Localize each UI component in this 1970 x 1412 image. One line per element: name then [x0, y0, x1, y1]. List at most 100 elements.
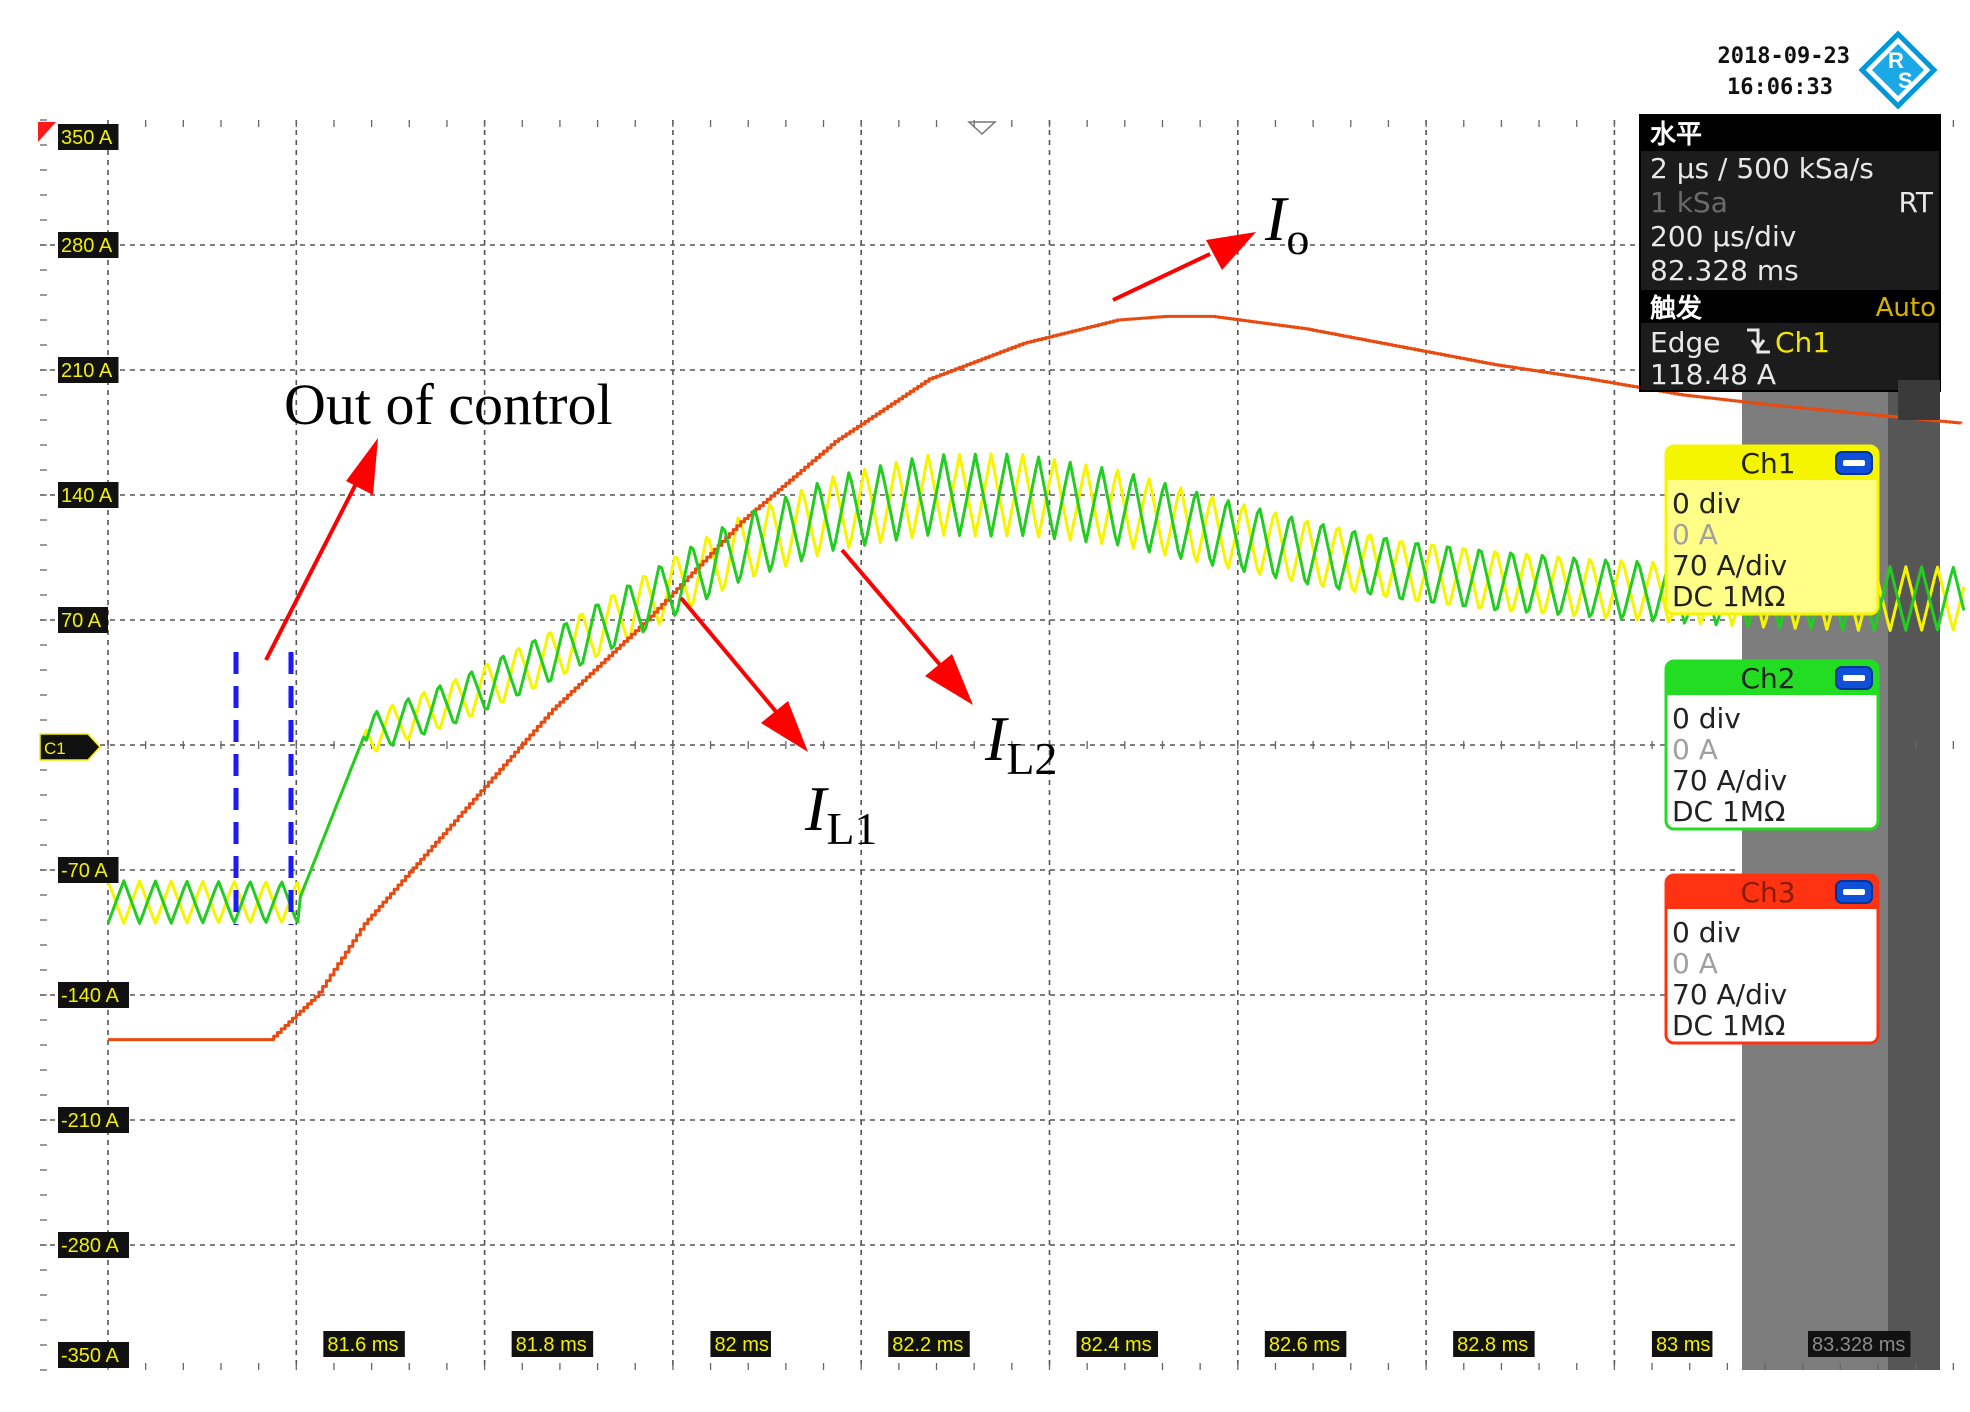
svg-text:82.8 ms: 82.8 ms [1457, 1334, 1528, 1356]
svg-text:81.8 ms: 81.8 ms [516, 1334, 587, 1356]
channel-1-zero-marker[interactable]: C1 [39, 733, 102, 761]
channel-coupling: DC 1MΩ [1672, 795, 1785, 828]
trigger-title: 触发 [1650, 293, 1702, 324]
y-tick-label: -140 A [58, 982, 129, 1008]
waveform-traces [106, 314, 1966, 1042]
svg-text:S: S [1898, 68, 1913, 93]
svg-text:82.2 ms: 82.2 ms [892, 1334, 963, 1356]
channel-coupling: DC 1MΩ [1672, 580, 1785, 613]
trigger-mode-text: Auto [1876, 293, 1936, 323]
trigger-source-text: Ch1 [1775, 326, 1830, 359]
svg-text:82.6 ms: 82.6 ms [1269, 1334, 1340, 1356]
channel-marker-label: C1 [44, 739, 66, 758]
x-tick-label: 82.6 ms [1264, 1331, 1347, 1357]
x-tick-label: 81.6 ms [323, 1331, 405, 1357]
arrow-il2 [840, 548, 973, 705]
y-tick-label: 70 A [58, 607, 108, 633]
trigger-type-text: Edge [1650, 326, 1720, 359]
trace-ch1 [106, 452, 1966, 925]
minimize-icon[interactable] [1835, 666, 1873, 690]
channel-scale: 70 A/div [1672, 978, 1787, 1011]
svg-text:82.4 ms: 82.4 ms [1081, 1334, 1152, 1356]
svg-text:-210 A: -210 A [61, 1110, 119, 1132]
x-tick-label: 82.4 ms [1076, 1331, 1159, 1357]
rs-logo-icon: R S [1858, 30, 1938, 110]
channel-scale: 70 A/div [1672, 764, 1787, 797]
y-tick-label: -350 A [58, 1342, 129, 1368]
minor-ticks [40, 119, 1954, 1371]
svg-text:210 A: 210 A [61, 360, 113, 382]
x-tick-label: 81.8 ms [511, 1331, 594, 1357]
arrow-out-of-control [264, 438, 378, 661]
svg-text:-140 A: -140 A [61, 985, 119, 1007]
date-text: 2018-09-23 [1718, 44, 1850, 69]
y-tick-label: 210 A [58, 357, 119, 383]
svg-text:83.328 ms: 83.328 ms [1812, 1334, 1905, 1356]
y-tick-label: 140 A [58, 482, 119, 508]
x-tick-label: 83 ms [1651, 1331, 1713, 1357]
horizontal-title: 水平 [1650, 120, 1702, 150]
horizontal-panel[interactable]: 水平 2 µs / 500 kSa/s 1 kSa RT 200 µs/div … [1639, 114, 1941, 292]
svg-text:350 A: 350 A [61, 127, 113, 149]
channel-title: Ch1 [1740, 447, 1795, 480]
channel-offset: 0 A [1672, 518, 1718, 551]
il2-label: IL2 [984, 703, 1057, 784]
channel-title: Ch2 [1740, 662, 1795, 695]
falling-edge-icon [1747, 328, 1770, 354]
x-tick-label: 83.328 ms [1808, 1331, 1911, 1357]
channel-strip [1898, 380, 1940, 420]
svg-text:82 ms: 82 ms [714, 1334, 768, 1356]
svg-text:140 A: 140 A [61, 485, 113, 507]
y-axis-labels: 350 A 280 A 210 A 140 A 70 A -70 A -140 A -210 … [58, 124, 129, 1368]
x-axis-labels: 81.6 ms 81.8 ms 82 ms 82.2 ms 82.4 ms 82.6 ms… [323, 1331, 1911, 1357]
io-label: Io [1264, 183, 1309, 264]
svg-text:-350 A: -350 A [61, 1345, 119, 1367]
y-tick-label: -210 A [58, 1107, 129, 1133]
trigger-panel[interactable]: 触发 Auto Edge Ch1 118.48 A [1639, 290, 1941, 392]
x-tick-label: 82 ms [710, 1331, 771, 1357]
arrow-io [1112, 232, 1256, 302]
info-column [1888, 300, 1940, 1370]
time-position-text: 82.328 ms [1650, 254, 1799, 287]
trace-ch2 [106, 452, 1966, 925]
x-tick-label: 82.2 ms [888, 1331, 970, 1357]
minimize-icon[interactable] [1835, 880, 1873, 904]
out-of-control-label: Out of control [284, 372, 613, 437]
channel-title: Ch3 [1740, 876, 1795, 909]
scale-corner-marker [38, 122, 56, 142]
x-tick-label: 82.8 ms [1453, 1331, 1535, 1357]
svg-text:-70 A: -70 A [61, 860, 108, 882]
svg-text:83 ms: 83 ms [1656, 1334, 1710, 1356]
annotations: Out of control Io IL1 IL2 [233, 183, 1309, 925]
sample-rate-text: 2 µs / 500 kSa/s [1650, 152, 1874, 185]
svg-text:70 A: 70 A [61, 610, 102, 632]
y-tick-label: -280 A [58, 1232, 129, 1258]
channel-offset: 0 A [1672, 733, 1718, 766]
trace-ch3 [108, 314, 1963, 1042]
record-length-text: 1 kSa [1650, 186, 1728, 219]
channel-scale: 70 A/div [1672, 549, 1787, 582]
channel-position: 0 div [1672, 916, 1741, 949]
acq-mode-text: RT [1898, 186, 1933, 219]
il1-label: IL1 [804, 773, 877, 854]
svg-text:280 A: 280 A [61, 235, 113, 257]
channel-position: 0 div [1672, 487, 1741, 520]
time-text: 16:06:33 [1727, 75, 1833, 100]
channel-offset: 0 A [1672, 947, 1718, 980]
y-tick-label: -70 A [58, 857, 119, 883]
y-tick-label: 350 A [58, 124, 119, 150]
channel-position: 0 div [1672, 702, 1741, 735]
minimize-icon[interactable] [1835, 451, 1873, 475]
svg-text:81.6 ms: 81.6 ms [327, 1334, 398, 1356]
svg-text:-280 A: -280 A [61, 1235, 119, 1257]
trigger-level-text: 118.48 A [1650, 358, 1776, 391]
arrow-il1 [679, 596, 808, 752]
timebase-text: 200 µs/div [1650, 220, 1796, 253]
channel-coupling: DC 1MΩ [1672, 1009, 1785, 1042]
svg-text:R: R [1888, 48, 1904, 73]
trigger-position-marker[interactable] [967, 121, 997, 136]
